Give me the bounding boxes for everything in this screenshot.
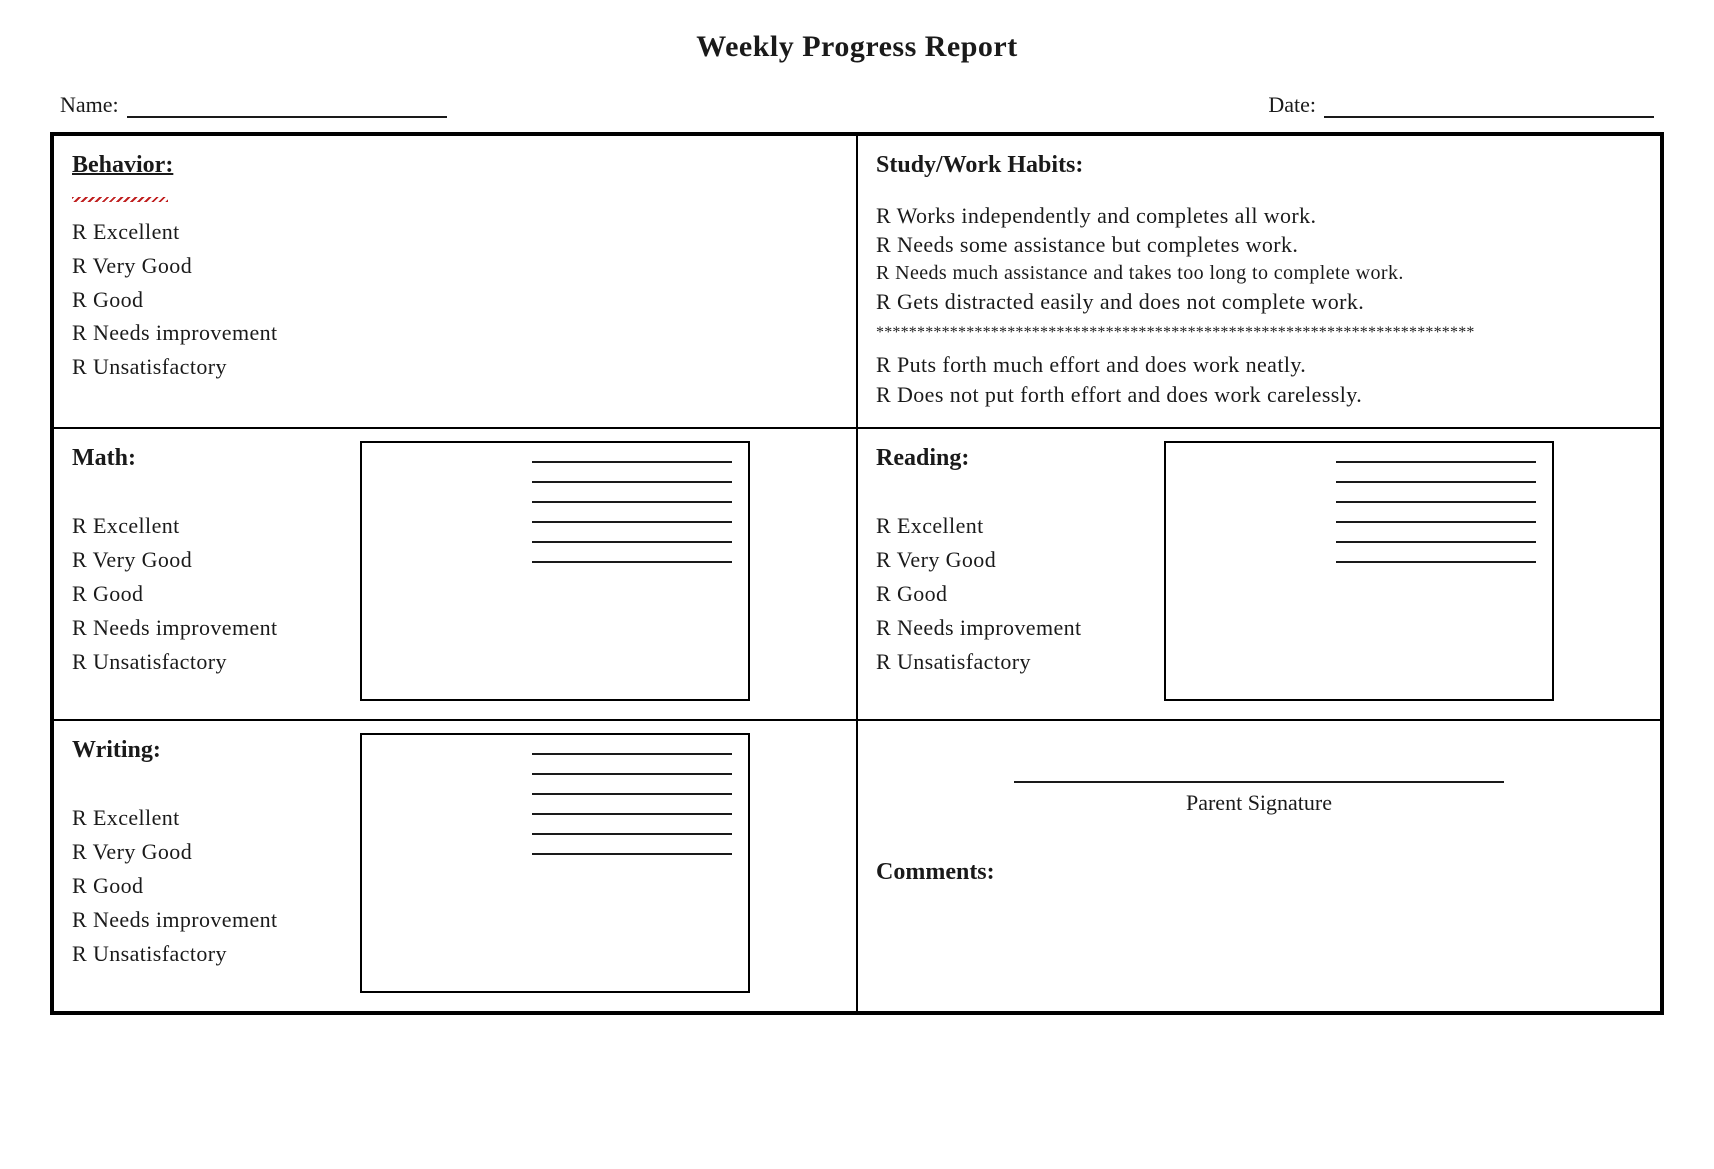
option[interactable]: R Gets distracted easily and does not co… — [876, 287, 1642, 317]
math-heading: Math: — [72, 441, 332, 476]
study-options-top: R Works independently and completes all … — [876, 201, 1642, 317]
study-heading: Study/Work Habits: — [876, 148, 1642, 183]
reading-options: R Excellent R Very Good R Good R Needs i… — [876, 510, 1136, 677]
signature-label: Parent Signature — [876, 787, 1642, 819]
option[interactable]: R Unsatisfactory — [876, 646, 1136, 678]
option[interactable]: R Very Good — [72, 836, 332, 868]
spellcheck-squiggle — [72, 197, 168, 202]
option[interactable]: R Good — [72, 870, 332, 902]
option[interactable]: R Good — [876, 578, 1136, 610]
writing-cell: Writing: R Excellent R Very Good R Good … — [53, 720, 857, 1012]
option[interactable]: R Unsatisfactory — [72, 351, 838, 383]
behavior-heading: Behavior: — [72, 148, 838, 183]
option[interactable]: R Needs improvement — [72, 904, 332, 936]
name-field: Name: — [60, 92, 447, 118]
blank-line — [1336, 521, 1536, 523]
option[interactable]: R Good — [72, 578, 332, 610]
blank-line — [1336, 501, 1536, 503]
blank-line — [532, 753, 732, 755]
study-habits-cell: Study/Work Habits: R Works independently… — [857, 135, 1661, 428]
option[interactable]: R Excellent — [72, 510, 332, 542]
option[interactable]: R Puts forth much effort and does work n… — [876, 350, 1642, 380]
option[interactable]: R Unsatisfactory — [72, 938, 332, 970]
blank-line — [532, 793, 732, 795]
blank-line — [532, 521, 732, 523]
blank-line — [532, 501, 732, 503]
date-blank[interactable] — [1324, 96, 1654, 118]
blank-line — [532, 833, 732, 835]
blank-line — [1336, 481, 1536, 483]
blank-line — [532, 853, 732, 855]
date-label: Date: — [1268, 92, 1316, 118]
writing-options: R Excellent R Very Good R Good R Needs i… — [72, 802, 332, 969]
blank-line — [532, 541, 732, 543]
reading-notes-box[interactable] — [1164, 441, 1554, 701]
reading-cell: Reading: R Excellent R Very Good R Good … — [857, 428, 1661, 720]
blank-line — [532, 481, 732, 483]
option[interactable]: R Unsatisfactory — [72, 646, 332, 678]
separator: ****************************************… — [876, 321, 1642, 344]
option[interactable]: R Needs improvement — [876, 612, 1136, 644]
option[interactable]: R Excellent — [876, 510, 1136, 542]
signature-cell: Parent Signature Comments: — [857, 720, 1661, 1012]
writing-heading: Writing: — [72, 733, 332, 768]
name-blank[interactable] — [127, 96, 447, 118]
study-options-bottom: R Puts forth much effort and does work n… — [876, 350, 1642, 409]
option[interactable]: R Needs some assistance but completes wo… — [876, 230, 1642, 260]
blank-line — [1336, 561, 1536, 563]
blank-line — [532, 773, 732, 775]
behavior-options: R Excellent R Very Good R Good R Needs i… — [72, 216, 838, 383]
report-grid: Behavior: R Excellent R Very Good R Good… — [50, 132, 1664, 1015]
option[interactable]: R Excellent — [72, 802, 332, 834]
writing-notes-box[interactable] — [360, 733, 750, 993]
name-label: Name: — [60, 92, 119, 118]
option[interactable]: R Needs improvement — [72, 317, 838, 349]
comments-label: Comments: — [876, 855, 1642, 890]
blank-line — [1336, 541, 1536, 543]
option[interactable]: R Needs much assistance and takes too lo… — [876, 260, 1642, 287]
option[interactable]: R Very Good — [72, 250, 838, 282]
date-field: Date: — [1268, 92, 1654, 118]
blank-line — [532, 813, 732, 815]
math-notes-box[interactable] — [360, 441, 750, 701]
page-title: Weekly Progress Report — [50, 30, 1664, 64]
blank-line — [1336, 461, 1536, 463]
reading-heading: Reading: — [876, 441, 1136, 476]
blank-line — [532, 461, 732, 463]
behavior-cell: Behavior: R Excellent R Very Good R Good… — [53, 135, 857, 428]
option[interactable]: R Very Good — [72, 544, 332, 576]
option[interactable]: R Excellent — [72, 216, 838, 248]
option[interactable]: R Very Good — [876, 544, 1136, 576]
option[interactable]: R Needs improvement — [72, 612, 332, 644]
blank-line — [532, 561, 732, 563]
signature-line[interactable] — [1014, 781, 1504, 783]
math-options: R Excellent R Very Good R Good R Needs i… — [72, 510, 332, 677]
option[interactable]: R Works independently and completes all … — [876, 201, 1642, 231]
math-cell: Math: R Excellent R Very Good R Good R N… — [53, 428, 857, 720]
meta-row: Name: Date: — [60, 92, 1654, 118]
option[interactable]: R Good — [72, 284, 838, 316]
option[interactable]: R Does not put forth effort and does wor… — [876, 380, 1642, 410]
